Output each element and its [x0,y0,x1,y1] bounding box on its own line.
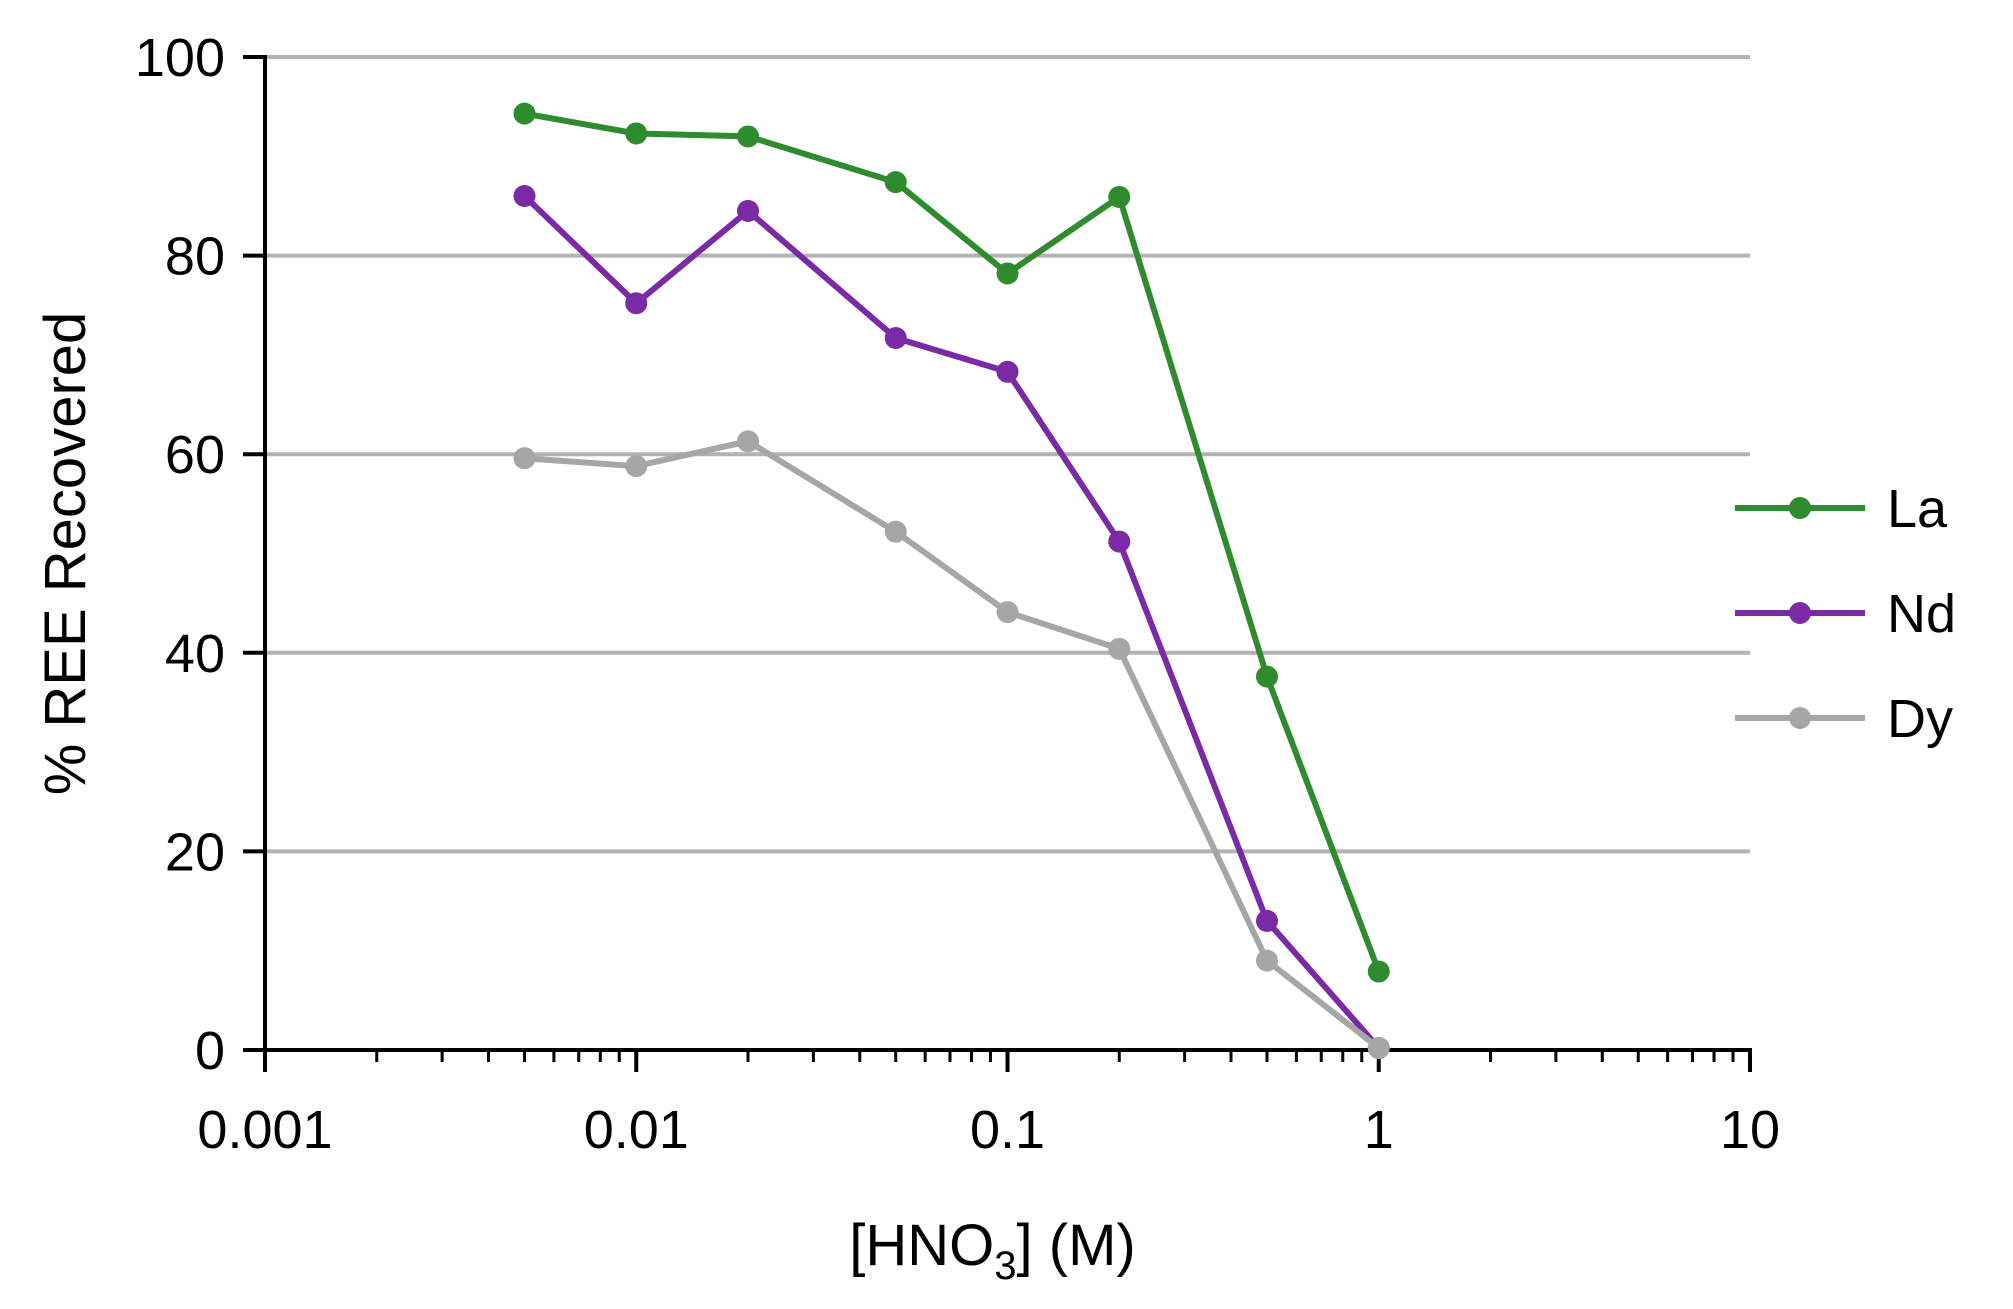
y-tick-label-100: 100 [135,28,225,88]
data-point-Dy-3 [884,520,907,543]
series-line-Nd [522,193,1382,1050]
x-tick-label-1: 1 [1364,1100,1394,1160]
data-point-La-1 [625,122,648,145]
y-tick-label-80: 80 [165,227,225,287]
data-point-La-0 [513,102,536,125]
x-axis-title: [HNO3] (M) [849,1213,1135,1288]
legend: La Nd Dy [1735,479,1956,749]
data-point-Dy-4 [996,601,1019,624]
y-tick-label-0: 0 [195,1021,225,1081]
legend-marker-Nd [1789,602,1811,624]
data-point-La-7 [1367,960,1390,983]
data-point-Nd-0 [513,185,536,208]
data-point-La-4 [996,262,1019,285]
data-point-Nd-3 [884,327,907,350]
x-tick-label-10: 10 [1720,1100,1780,1160]
gridlines [265,55,1750,854]
series-line-La [523,110,1382,973]
data-point-Dy-1 [625,455,648,478]
x-tick-label-0.01: 0.01 [584,1100,689,1160]
y-tick-label-20: 20 [165,822,225,882]
series-line-Dy [524,438,1381,1051]
y-axis-title: % REE Recovered [33,312,98,796]
legend-label-La: La [1887,479,1948,539]
legend-marker-Dy [1789,707,1811,729]
x-axis-title-prefix: [HNO [849,1213,994,1278]
data-point-La-6 [1255,665,1278,688]
x-axis-title-subscript: 3 [994,1244,1016,1288]
data-point-La-5 [1108,186,1131,209]
x-tick-label-0.1: 0.1 [970,1100,1045,1160]
x-tick-label-0.001: 0.001 [197,1100,332,1160]
data-point-La-2 [737,125,760,148]
data-point-Nd-6 [1255,909,1278,932]
data-point-Dy-2 [737,430,760,453]
series-group [513,102,1390,1060]
data-point-La-3 [884,171,907,194]
data-point-Dy-7 [1367,1037,1390,1060]
axes: 0 20 40 60 80 100 0.001 0.01 0.1 1 10 [135,28,1780,1160]
legend-label-Nd: Nd [1887,584,1956,644]
data-point-Dy-5 [1108,637,1131,660]
y-tick-label-40: 40 [165,624,225,684]
data-point-Nd-4 [996,360,1019,383]
data-point-Nd-2 [737,199,760,222]
data-point-Dy-6 [1255,949,1278,972]
data-point-Dy-0 [513,447,536,470]
y-tick-label-60: 60 [165,425,225,485]
legend-label-Dy: Dy [1887,689,1953,749]
data-point-Nd-1 [625,292,648,315]
data-point-Nd-5 [1108,530,1131,553]
x-axis-title-suffix: ] (M) [1017,1213,1136,1278]
legend-marker-La [1789,497,1811,519]
